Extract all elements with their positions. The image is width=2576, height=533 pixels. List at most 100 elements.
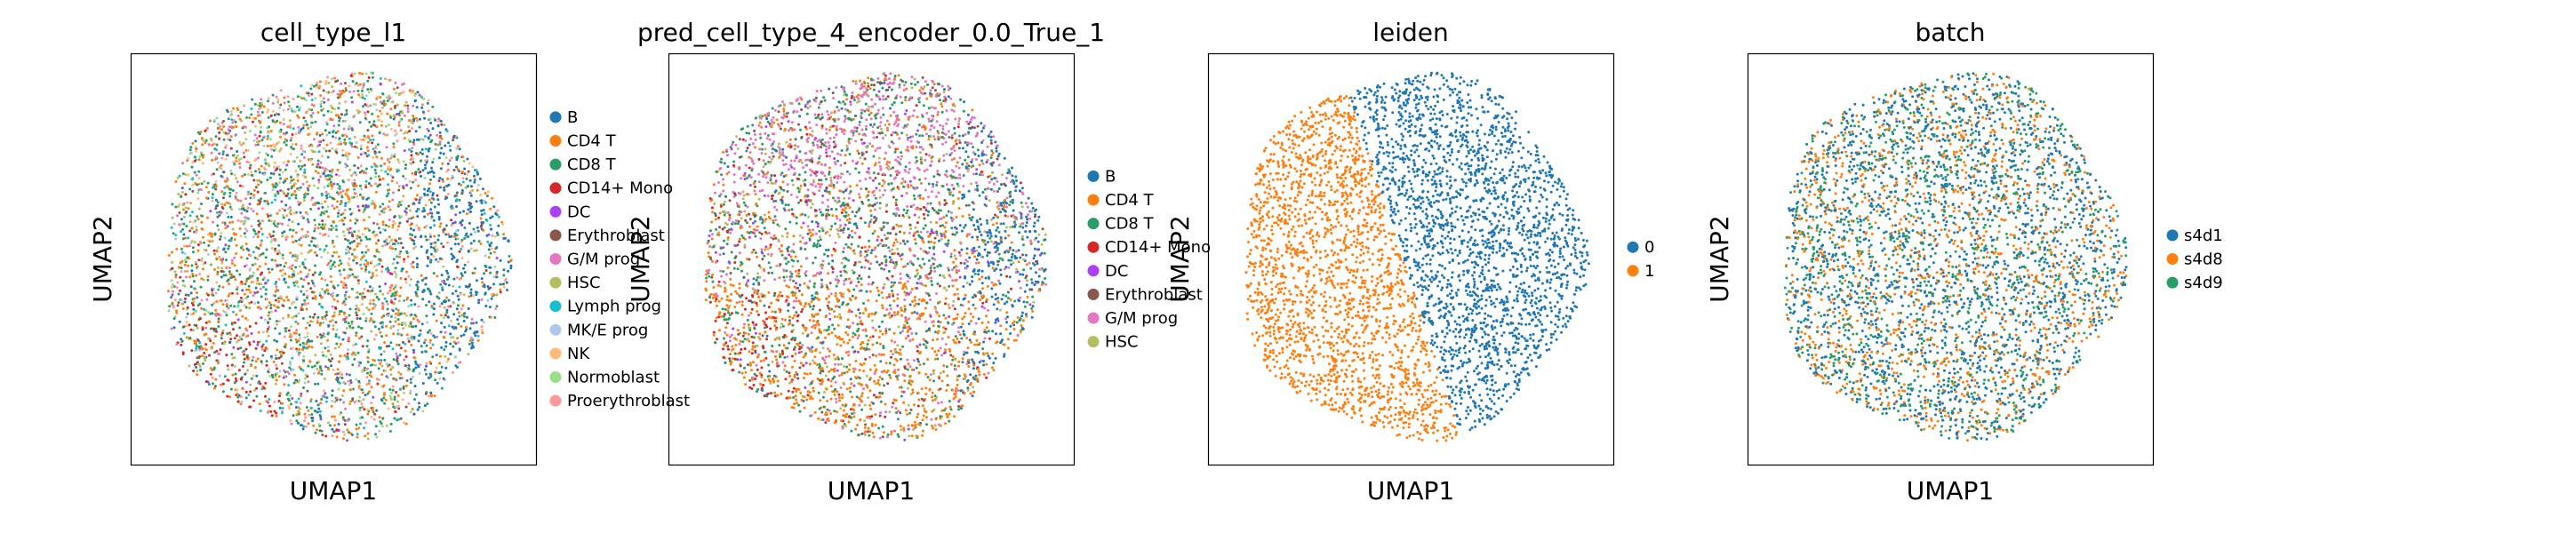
scatter-point (385, 324, 388, 328)
scatter-point (372, 123, 375, 126)
scatter-point (323, 170, 326, 172)
scatter-point (366, 371, 369, 375)
scatter-point (358, 292, 362, 296)
scatter-point (852, 322, 855, 325)
scatter-point (460, 238, 464, 242)
scatter-point (252, 399, 255, 402)
scatter-point (292, 228, 295, 232)
scatter-point (980, 305, 984, 308)
scatter-point (423, 215, 427, 219)
scatter-point (722, 355, 725, 359)
scatter-point (273, 410, 276, 413)
scatter-point (319, 342, 323, 346)
scatter-point (461, 155, 465, 158)
scatter-point (415, 194, 419, 197)
scatter-point (307, 409, 310, 412)
scatter-point (414, 360, 417, 363)
scatter-point (235, 191, 238, 195)
scatter-point (722, 183, 725, 187)
scatter-point (231, 373, 235, 377)
scatter-point (359, 239, 363, 243)
scatter-point (410, 303, 413, 306)
scatter-point (311, 417, 315, 419)
scatter-point (249, 196, 252, 200)
scatter-point (260, 111, 264, 114)
scatter-point (244, 216, 248, 219)
scatter-point (258, 114, 261, 117)
scatter-point (272, 360, 276, 363)
scatter-point (429, 391, 433, 394)
scatter-point (380, 123, 383, 127)
scatter-point (444, 144, 447, 147)
scatter-point (360, 303, 364, 306)
scatter-point (450, 204, 453, 208)
scatter-point (806, 188, 810, 192)
scatter-point (843, 246, 846, 250)
scatter-point (324, 278, 327, 282)
scatter-point (924, 158, 927, 162)
scatter-point (180, 298, 183, 302)
scatter-point (364, 72, 368, 76)
scatter-point (391, 292, 395, 296)
scatter-point (328, 131, 332, 134)
scatter-point (244, 282, 247, 286)
scatter-point (396, 362, 400, 366)
scatter-point (909, 184, 913, 187)
scatter-point (456, 237, 460, 241)
scatter-point (236, 388, 239, 392)
scatter-point (301, 262, 305, 265)
scatter-point (210, 137, 212, 140)
scatter-point (220, 163, 223, 167)
scatter-point (212, 294, 215, 297)
scatter-point (327, 235, 331, 238)
scatter-point (371, 134, 374, 138)
scatter-point (202, 235, 204, 239)
scatter-point (380, 301, 384, 305)
scatter-point (320, 398, 324, 401)
scatter-point (335, 235, 339, 238)
scatter-point (261, 252, 265, 256)
scatter-point (348, 207, 352, 211)
scatter-point (427, 171, 430, 175)
scatter-point (446, 162, 450, 165)
scatter-point (189, 241, 193, 244)
scatter-point (460, 244, 464, 248)
scatter-point (896, 313, 900, 316)
scatter-point (374, 433, 377, 436)
scatter-point (186, 201, 189, 204)
scatter-point (429, 226, 432, 229)
scatter-point (284, 261, 288, 265)
scatter-point (429, 259, 433, 263)
scatter-point (381, 92, 384, 95)
scatter-point (820, 89, 823, 92)
scatter-point (421, 138, 425, 141)
scatter-point (823, 99, 827, 102)
scatter-point (337, 346, 340, 349)
scatter-point (314, 354, 317, 357)
scatter-point (225, 298, 228, 302)
scatter-point (256, 357, 260, 361)
scatter-point (317, 302, 321, 306)
scatter-point (444, 314, 447, 317)
scatter-point (199, 131, 203, 133)
scatter-point (404, 422, 408, 426)
scatter-point (343, 216, 347, 219)
scatter-point (231, 227, 235, 231)
scatter-point (296, 285, 300, 289)
scatter-point (403, 137, 406, 140)
scatter-point (294, 239, 298, 243)
scatter-point (480, 213, 484, 217)
scatter-point (372, 102, 376, 106)
scatter-point (278, 168, 282, 171)
scatter-point (215, 168, 219, 171)
scatter-point (192, 300, 196, 304)
scatter-point (203, 333, 206, 337)
scatter-point (324, 149, 328, 153)
scatter-point (420, 279, 424, 282)
scatter-point (268, 233, 271, 236)
scatter-point (286, 391, 290, 394)
scatter-point (367, 216, 371, 219)
scatter-point (310, 279, 314, 282)
scatter-point (302, 97, 306, 100)
scatter-point (451, 325, 454, 329)
